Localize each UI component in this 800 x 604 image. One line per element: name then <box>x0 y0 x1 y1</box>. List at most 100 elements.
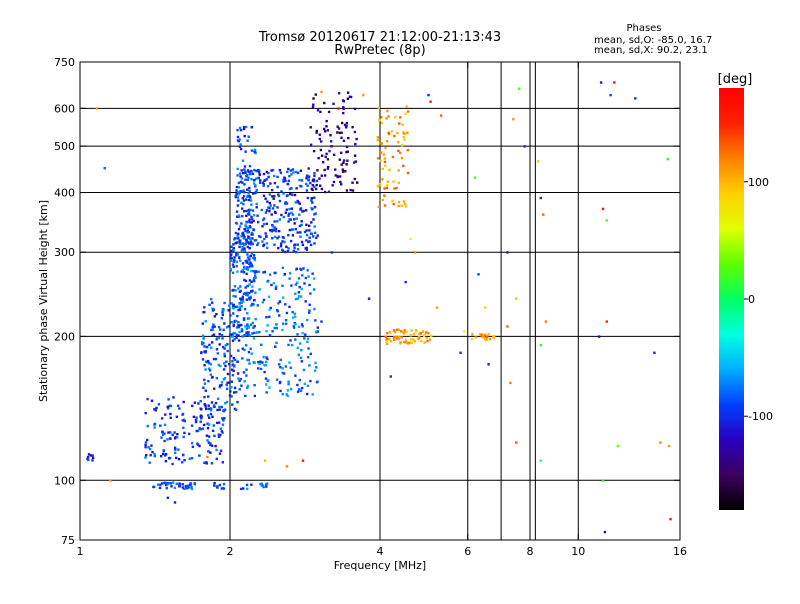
data-point <box>300 386 304 390</box>
data-point <box>265 170 269 174</box>
data-point <box>262 222 266 226</box>
data-point <box>415 330 418 333</box>
data-point <box>210 407 213 410</box>
data-point <box>269 182 272 185</box>
data-point <box>268 315 271 319</box>
data-point <box>240 300 243 303</box>
data-point <box>385 117 388 120</box>
data-point <box>406 131 409 134</box>
data-point <box>221 431 224 434</box>
data-point <box>248 291 251 295</box>
data-point <box>473 176 477 179</box>
data-point <box>237 349 240 352</box>
data-point <box>264 364 268 367</box>
data-point <box>244 394 247 398</box>
data-point <box>262 184 265 188</box>
data-point <box>240 328 244 331</box>
data-point <box>384 335 387 338</box>
data-point <box>209 443 212 447</box>
data-point <box>480 335 483 338</box>
data-point <box>159 483 162 486</box>
data-point <box>234 241 237 245</box>
data-point <box>313 225 316 228</box>
data-point <box>404 202 407 206</box>
data-point <box>330 145 333 148</box>
data-point <box>245 331 248 334</box>
data-point <box>177 458 181 461</box>
data-point <box>337 127 341 130</box>
data-point <box>206 426 210 430</box>
data-point <box>288 207 291 211</box>
data-point <box>306 269 309 272</box>
data-point <box>87 453 91 456</box>
data-point <box>342 107 345 111</box>
x-axis-label: Frequency [MHz] <box>334 559 426 572</box>
data-point <box>271 228 274 232</box>
data-point <box>258 288 261 291</box>
data-point <box>247 226 250 230</box>
phases-heading: Phases <box>626 23 661 34</box>
data-point <box>309 352 312 356</box>
data-point <box>243 183 246 186</box>
data-point <box>236 314 239 318</box>
data-point <box>241 181 244 184</box>
data-point <box>427 93 430 97</box>
data-point <box>228 304 231 307</box>
data-point <box>378 183 381 187</box>
data-point <box>302 267 305 270</box>
data-point <box>271 207 275 210</box>
data-point <box>249 254 253 257</box>
data-point <box>246 253 249 256</box>
data-point <box>242 292 246 296</box>
data-point <box>377 205 380 209</box>
data-point <box>280 242 283 245</box>
data-point <box>238 308 242 311</box>
data-point <box>247 325 251 328</box>
data-point <box>243 348 246 352</box>
data-point <box>257 235 261 238</box>
data-point <box>238 256 241 260</box>
data-point <box>255 270 258 273</box>
data-point <box>266 324 269 327</box>
data-point <box>220 384 223 387</box>
data-point <box>169 482 172 485</box>
data-point <box>367 297 371 300</box>
data-point <box>398 122 401 125</box>
data-point <box>380 142 383 145</box>
data-point <box>334 174 337 177</box>
data-point <box>207 404 210 407</box>
data-point <box>485 338 488 341</box>
data-point <box>225 326 229 329</box>
data-point <box>406 148 409 152</box>
data-point <box>244 279 248 283</box>
data-point <box>342 161 345 164</box>
data-point <box>313 196 316 199</box>
data-point <box>215 313 218 316</box>
data-point <box>206 455 209 459</box>
data-point <box>265 383 268 386</box>
data-point <box>319 110 322 114</box>
y-tick-label: 75 <box>61 534 75 547</box>
data-point <box>397 337 400 340</box>
data-point <box>247 231 250 234</box>
data-point <box>251 242 255 246</box>
data-point <box>279 245 283 248</box>
data-point <box>423 341 426 344</box>
data-point <box>386 332 389 335</box>
data-point <box>231 368 234 371</box>
data-point <box>190 486 193 489</box>
data-point <box>204 405 207 408</box>
data-point <box>284 319 288 322</box>
data-point <box>315 330 318 333</box>
data-point <box>616 444 620 448</box>
data-point <box>273 174 276 178</box>
data-point <box>212 357 216 361</box>
data-point <box>354 142 357 146</box>
data-point <box>316 234 319 237</box>
data-point <box>296 231 299 234</box>
data-point <box>290 187 293 190</box>
data-point <box>243 227 246 231</box>
data-point <box>248 298 251 301</box>
data-point <box>253 178 256 182</box>
data-point <box>215 457 218 461</box>
